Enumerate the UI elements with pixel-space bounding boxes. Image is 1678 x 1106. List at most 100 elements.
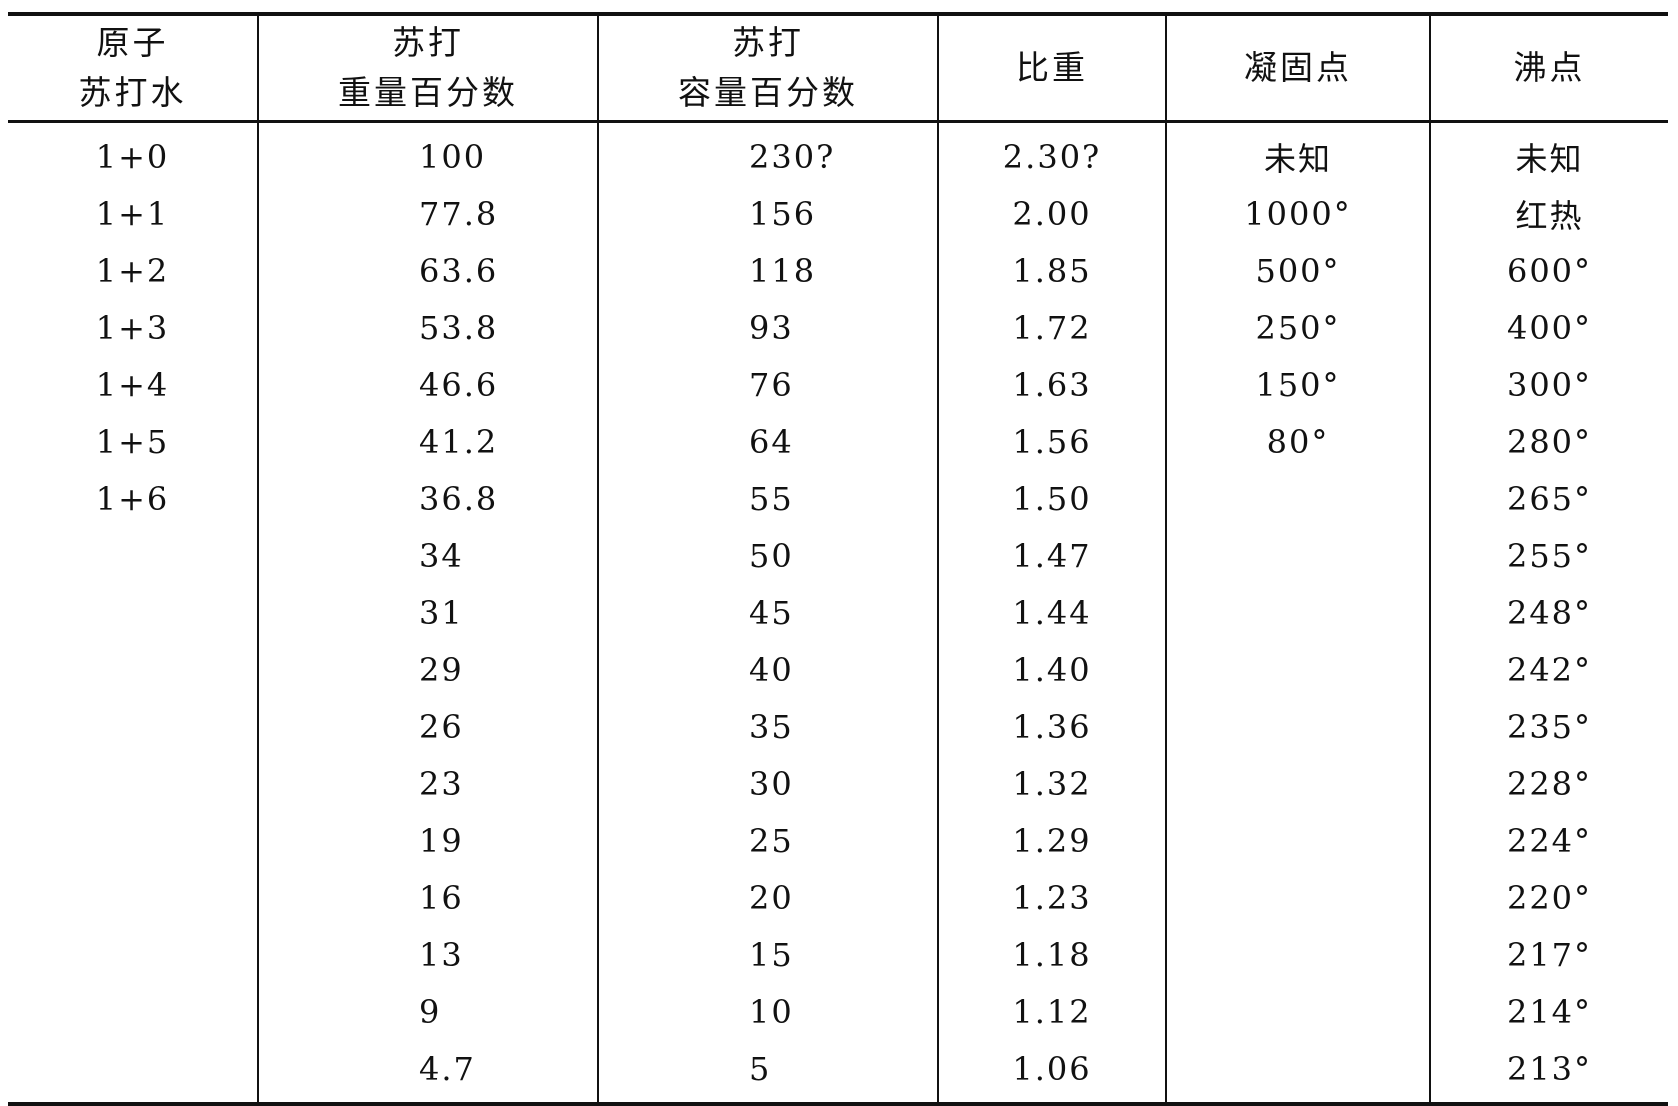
header-line: 苏打 bbox=[732, 22, 804, 62]
header-soda-weight-percent: 苏打 重量百分数 bbox=[257, 12, 599, 123]
table-row: 9 10 1.12 214° bbox=[8, 983, 1668, 1041]
cell-boiling-point: 228° bbox=[1429, 755, 1668, 813]
cell-boiling-point: 214° bbox=[1429, 983, 1668, 1041]
cell-weight-percent: 100 bbox=[257, 121, 599, 186]
cell-ratio: 1+2 bbox=[8, 242, 259, 300]
soda-properties-table: 原子 苏打水 苏打 重量百分数 苏打 容量百分数 比重 凝固点 bbox=[8, 12, 1668, 1106]
cell-freezing-point: 1000° bbox=[1165, 185, 1431, 243]
cell-boiling-point: 400° bbox=[1429, 299, 1668, 357]
cell-boiling-point: 255° bbox=[1429, 527, 1668, 585]
cell-freezing-point bbox=[1165, 812, 1431, 870]
cell-volume-percent: 230? bbox=[597, 121, 939, 186]
header-line: 苏打水 bbox=[78, 72, 187, 112]
cell-freezing-point bbox=[1165, 983, 1431, 1041]
table-row: 16 20 1.23 220° bbox=[8, 869, 1668, 927]
cell-ratio bbox=[8, 584, 259, 642]
data-table-container: 原子 苏打水 苏打 重量百分数 苏打 容量百分数 比重 凝固点 bbox=[8, 12, 1668, 1106]
cell-ratio bbox=[8, 869, 259, 927]
header-line: 容量百分数 bbox=[678, 72, 858, 112]
cell-boiling-point: 280° bbox=[1429, 413, 1668, 471]
cell-boiling-point: 265° bbox=[1429, 470, 1668, 528]
cell-weight-percent: 16 bbox=[257, 869, 599, 927]
table-row: 31 45 1.44 248° bbox=[8, 584, 1668, 642]
cell-specific-gravity: 1.85 bbox=[937, 242, 1167, 300]
cell-weight-percent: 46.6 bbox=[257, 356, 599, 414]
cell-volume-percent: 156 bbox=[597, 185, 939, 243]
cell-weight-percent: 41.2 bbox=[257, 413, 599, 471]
cell-ratio bbox=[8, 641, 259, 699]
cell-ratio bbox=[8, 926, 259, 984]
cell-volume-percent: 50 bbox=[597, 527, 939, 585]
table-row: 13 15 1.18 217° bbox=[8, 926, 1668, 984]
cell-volume-percent: 30 bbox=[597, 755, 939, 813]
cell-ratio bbox=[8, 527, 259, 585]
header-atomic-soda-water: 原子 苏打水 bbox=[8, 12, 259, 123]
cell-specific-gravity: 1.47 bbox=[937, 527, 1167, 585]
cell-weight-percent: 36.8 bbox=[257, 470, 599, 528]
cell-specific-gravity: 1.36 bbox=[937, 698, 1167, 756]
cell-freezing-point bbox=[1165, 926, 1431, 984]
table-body: 1+0 100 230? 2.30? 未知 未知 1+1 77.8 156 2.00 1000° 红热… bbox=[8, 121, 1668, 1106]
cell-volume-percent: 15 bbox=[597, 926, 939, 984]
cell-volume-percent: 93 bbox=[597, 299, 939, 357]
cell-volume-percent: 35 bbox=[597, 698, 939, 756]
cell-freezing-point: 500° bbox=[1165, 242, 1431, 300]
cell-volume-percent: 118 bbox=[597, 242, 939, 300]
cell-boiling-point: 600° bbox=[1429, 242, 1668, 300]
cell-specific-gravity: 1.29 bbox=[937, 812, 1167, 870]
table-row: 1+3 53.8 93 1.72 250° 400° bbox=[8, 299, 1668, 357]
cell-boiling-point: 224° bbox=[1429, 812, 1668, 870]
cell-weight-percent: 29 bbox=[257, 641, 599, 699]
cell-weight-percent: 13 bbox=[257, 926, 599, 984]
cell-specific-gravity: 1.23 bbox=[937, 869, 1167, 927]
cell-boiling-point: 红热 bbox=[1429, 185, 1668, 243]
cell-specific-gravity: 1.18 bbox=[937, 926, 1167, 984]
cell-volume-percent: 76 bbox=[597, 356, 939, 414]
cell-boiling-point: 235° bbox=[1429, 698, 1668, 756]
header-row: 原子 苏打水 苏打 重量百分数 苏打 容量百分数 比重 凝固点 bbox=[8, 12, 1668, 123]
cell-ratio bbox=[8, 983, 259, 1041]
cell-volume-percent: 45 bbox=[597, 584, 939, 642]
cell-ratio bbox=[8, 755, 259, 813]
header-boiling-point: 沸点 bbox=[1429, 12, 1668, 123]
cell-freezing-point bbox=[1165, 1040, 1431, 1106]
table-row: 1+4 46.6 76 1.63 150° 300° bbox=[8, 356, 1668, 414]
cell-volume-percent: 40 bbox=[597, 641, 939, 699]
cell-specific-gravity: 1.44 bbox=[937, 584, 1167, 642]
table-row: 1+1 77.8 156 2.00 1000° 红热 bbox=[8, 185, 1668, 243]
cell-specific-gravity: 1.40 bbox=[937, 641, 1167, 699]
cell-ratio: 1+5 bbox=[8, 413, 259, 471]
cell-boiling-point: 未知 bbox=[1429, 121, 1668, 186]
cell-ratio: 1+4 bbox=[8, 356, 259, 414]
cell-freezing-point bbox=[1165, 755, 1431, 813]
cell-boiling-point: 248° bbox=[1429, 584, 1668, 642]
cell-boiling-point: 300° bbox=[1429, 356, 1668, 414]
cell-weight-percent: 63.6 bbox=[257, 242, 599, 300]
cell-ratio: 1+3 bbox=[8, 299, 259, 357]
header-line: 沸点 bbox=[1513, 47, 1586, 87]
table-row: 19 25 1.29 224° bbox=[8, 812, 1668, 870]
cell-weight-percent: 34 bbox=[257, 527, 599, 585]
cell-boiling-point: 217° bbox=[1429, 926, 1668, 984]
table-row: 1+6 36.8 55 1.50 265° bbox=[8, 470, 1668, 528]
table-row: 29 40 1.40 242° bbox=[8, 641, 1668, 699]
cell-freezing-point: 250° bbox=[1165, 299, 1431, 357]
cell-boiling-point: 213° bbox=[1429, 1040, 1668, 1106]
cell-weight-percent: 31 bbox=[257, 584, 599, 642]
header-line: 凝固点 bbox=[1244, 47, 1352, 87]
cell-weight-percent: 23 bbox=[257, 755, 599, 813]
header-line: 比重 bbox=[1016, 47, 1088, 87]
table-row: 23 30 1.32 228° bbox=[8, 755, 1668, 813]
table-row: 1+5 41.2 64 1.56 80° 280° bbox=[8, 413, 1668, 471]
cell-freezing-point bbox=[1165, 641, 1431, 699]
cell-specific-gravity: 1.56 bbox=[937, 413, 1167, 471]
cell-freezing-point bbox=[1165, 584, 1431, 642]
cell-ratio: 1+1 bbox=[8, 185, 259, 243]
cell-ratio bbox=[8, 812, 259, 870]
cell-specific-gravity: 1.72 bbox=[937, 299, 1167, 357]
cell-weight-percent: 19 bbox=[257, 812, 599, 870]
cell-specific-gravity: 1.50 bbox=[937, 470, 1167, 528]
cell-specific-gravity: 1.12 bbox=[937, 983, 1167, 1041]
cell-freezing-point bbox=[1165, 527, 1431, 585]
cell-volume-percent: 64 bbox=[597, 413, 939, 471]
